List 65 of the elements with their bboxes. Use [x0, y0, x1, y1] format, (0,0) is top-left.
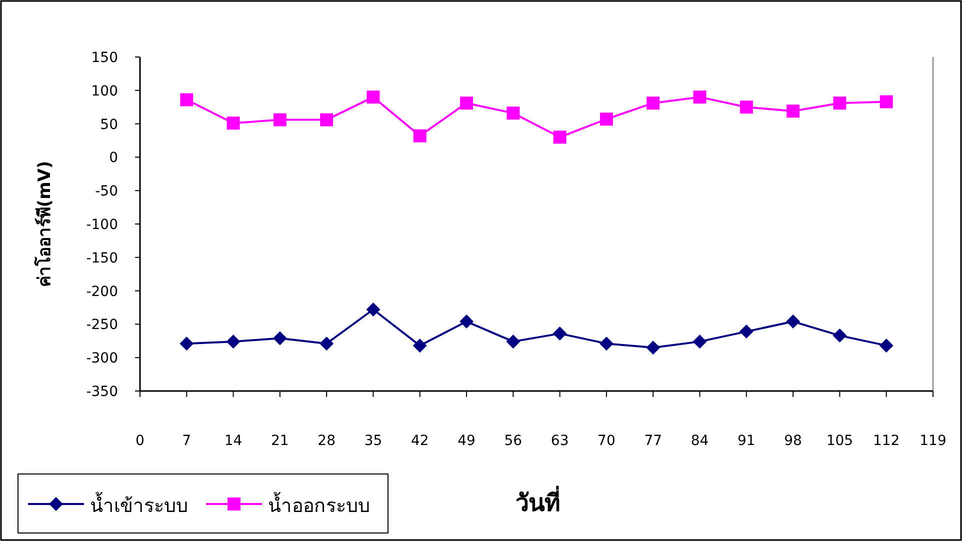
point: [833, 96, 846, 110]
point: [739, 324, 754, 339]
x-tick-label: 21: [271, 433, 289, 449]
point: [180, 93, 194, 106]
x-tick-label: 112: [872, 433, 900, 449]
x-tick-label: 77: [644, 433, 662, 449]
point: [646, 340, 660, 355]
y-tick-label: 150: [91, 50, 118, 66]
legend-label: น้ำออกระบบ: [268, 492, 370, 517]
point: [272, 331, 287, 346]
y-tick-label: -50: [95, 184, 118, 200]
x-tick-label: 7: [182, 433, 192, 449]
point: [273, 113, 286, 126]
point: [740, 100, 753, 114]
x-tick-label: 70: [598, 433, 616, 449]
point: [832, 328, 847, 343]
y-tick-label: 0: [109, 150, 118, 166]
point: [553, 130, 566, 144]
y-tick-label: -300: [86, 350, 118, 367]
y-tick-label: -150: [86, 250, 118, 266]
point: [880, 95, 893, 108]
x-tick-label: 63: [550, 433, 569, 449]
point: [646, 96, 660, 110]
y-tick-label: 50: [100, 116, 118, 133]
point: [786, 314, 800, 329]
x-tick-label: 56: [504, 433, 522, 449]
point: [226, 116, 240, 130]
x-axis-title: วันที่: [516, 485, 560, 517]
x-tick-label: 28: [318, 433, 336, 449]
y-tick-label: -200: [86, 284, 118, 300]
x-tick-label: 35: [364, 433, 382, 449]
point: [506, 334, 520, 349]
y-axis-title: ค่าโออาร์พี(mV): [34, 160, 55, 288]
point: [506, 106, 520, 120]
point: [320, 113, 334, 126]
x-tick-label: 84: [690, 433, 709, 449]
x-tick-label: 91: [738, 433, 756, 449]
x-tick-label: 42: [410, 433, 429, 449]
x-tick-label: 98: [784, 433, 802, 449]
y-tick-label: 100: [91, 83, 118, 100]
point: [460, 96, 474, 110]
x-tick-label: 14: [224, 433, 242, 449]
point: [412, 338, 427, 353]
point: [460, 314, 474, 329]
point: [180, 336, 194, 351]
point: [692, 334, 707, 349]
x-tick-label: 105: [826, 433, 854, 449]
point: [320, 336, 334, 351]
legend-label: น้ำเข้าระบบ: [90, 492, 188, 517]
y-tick-label: -100: [86, 217, 118, 233]
y-tick-label: -250: [86, 317, 118, 334]
point: [552, 326, 567, 341]
x-tick-label: 49: [458, 433, 476, 449]
point: [879, 338, 894, 353]
point: [786, 104, 800, 118]
x-tick-label: 119: [920, 433, 946, 449]
point: [599, 336, 614, 351]
point: [366, 302, 380, 317]
x-tick-label: 0: [136, 433, 144, 449]
point: [693, 90, 706, 104]
point: [413, 129, 426, 142]
point: [600, 112, 613, 126]
point: [226, 334, 240, 349]
y-tick-label: -350: [86, 384, 118, 400]
point: [366, 90, 380, 104]
